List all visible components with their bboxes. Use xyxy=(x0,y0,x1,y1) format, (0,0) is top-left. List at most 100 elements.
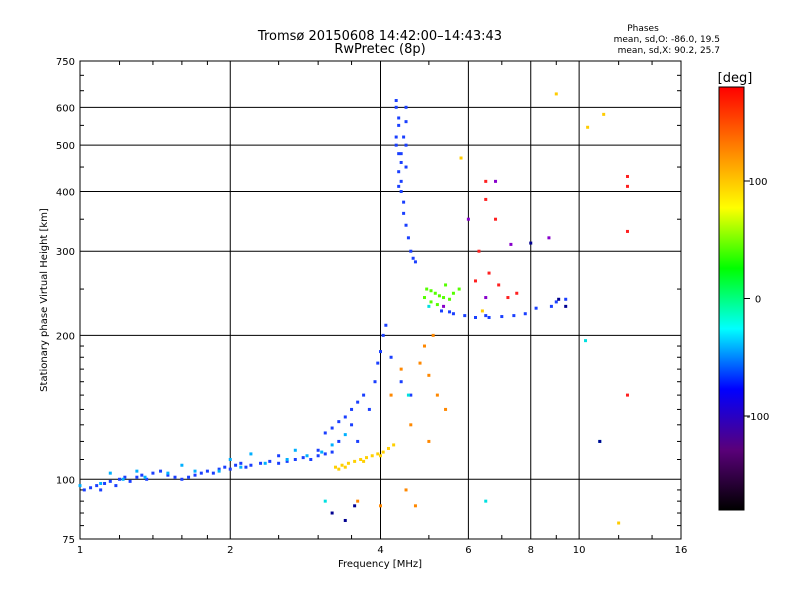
chart-subtitle: RwPretec (8p) xyxy=(334,42,425,57)
data-point xyxy=(512,314,515,317)
data-point xyxy=(331,451,334,454)
data-point xyxy=(474,316,477,319)
y-tick-label: 75 xyxy=(62,535,75,546)
data-point xyxy=(484,314,487,317)
data-point xyxy=(432,334,435,337)
data-point xyxy=(229,458,232,461)
data-point xyxy=(458,288,461,291)
data-point xyxy=(180,478,183,481)
data-point xyxy=(598,440,601,443)
data-point xyxy=(484,180,487,183)
data-point xyxy=(460,157,463,160)
data-point xyxy=(524,312,527,315)
y-tick-labels: 75100200300400500600750 xyxy=(56,57,75,546)
data-point xyxy=(444,408,447,411)
data-point xyxy=(384,324,387,327)
data-point xyxy=(135,470,138,473)
data-point xyxy=(294,449,297,452)
x-tick-label: 16 xyxy=(675,545,688,556)
data-point xyxy=(430,289,433,292)
data-point xyxy=(180,464,183,467)
data-point xyxy=(407,236,410,239)
data-point xyxy=(350,408,353,411)
data-point xyxy=(448,298,451,301)
y-axis-label: Stationary phase Virtual Height [km] xyxy=(39,208,50,392)
colorbar-label: [deg] xyxy=(718,71,753,86)
data-point xyxy=(402,136,405,139)
data-point xyxy=(555,92,558,95)
data-point xyxy=(481,309,484,312)
data-point xyxy=(324,431,327,434)
data-point xyxy=(509,243,512,246)
data-point xyxy=(626,230,629,233)
data-point xyxy=(194,470,197,473)
data-point xyxy=(397,170,400,173)
data-point xyxy=(239,466,242,469)
data-point xyxy=(395,144,398,147)
colorbar-tick-label: 100 xyxy=(748,177,767,188)
colorbar xyxy=(719,87,744,510)
data-point xyxy=(286,458,289,461)
x-tick-labels: 1 2 4 6 8 10 16 xyxy=(77,545,688,556)
data-point xyxy=(395,99,398,102)
data-point xyxy=(405,166,408,169)
data-point xyxy=(395,106,398,109)
data-point xyxy=(427,374,430,377)
data-point xyxy=(362,394,365,397)
data-point xyxy=(436,394,439,397)
data-point xyxy=(474,279,477,282)
data-point xyxy=(402,201,405,204)
data-point xyxy=(99,482,102,485)
data-point xyxy=(229,468,232,471)
phases-header: Phases xyxy=(627,24,659,34)
y-tick-label: 300 xyxy=(56,247,75,258)
data-point xyxy=(206,470,209,473)
data-point xyxy=(103,482,106,485)
data-point xyxy=(425,288,428,291)
x-tick-label: 1 xyxy=(77,545,83,556)
data-point xyxy=(374,380,377,383)
data-point xyxy=(557,298,560,301)
data-point xyxy=(249,464,252,467)
data-point xyxy=(277,462,280,465)
data-point xyxy=(140,474,143,477)
data-point xyxy=(484,500,487,503)
data-point xyxy=(334,466,337,469)
data-point xyxy=(405,224,408,227)
data-point xyxy=(494,218,497,221)
data-point xyxy=(344,466,347,469)
data-point xyxy=(400,152,403,155)
data-point xyxy=(362,460,365,463)
data-point xyxy=(488,316,491,319)
data-point xyxy=(419,362,422,365)
data-point xyxy=(379,504,382,507)
data-point xyxy=(259,462,262,465)
data-point xyxy=(356,500,359,503)
data-point xyxy=(550,305,553,308)
x-tick-label: 6 xyxy=(465,545,471,556)
data-point xyxy=(390,394,393,397)
data-point xyxy=(402,212,405,215)
data-point xyxy=(344,433,347,436)
data-point xyxy=(379,454,382,457)
data-point xyxy=(488,272,491,275)
data-point xyxy=(89,486,92,489)
x-tick-label: 4 xyxy=(377,545,383,556)
data-point xyxy=(626,394,629,397)
data-point xyxy=(444,283,447,286)
y-tick-label: 750 xyxy=(56,57,75,68)
data-point xyxy=(371,454,374,457)
data-point xyxy=(324,500,327,503)
data-point xyxy=(405,488,408,491)
data-point xyxy=(99,488,102,491)
data-point xyxy=(118,478,121,481)
data-point xyxy=(331,512,334,515)
data-point xyxy=(427,305,430,308)
data-point xyxy=(412,257,415,260)
data-point xyxy=(173,476,176,479)
data-point xyxy=(166,472,169,475)
ionogram-chart: Tromsø 20150608 14:42:00–14:43:43 RwPret… xyxy=(0,0,800,600)
data-point xyxy=(83,488,86,491)
data-point xyxy=(331,427,334,430)
data-point xyxy=(200,472,203,475)
